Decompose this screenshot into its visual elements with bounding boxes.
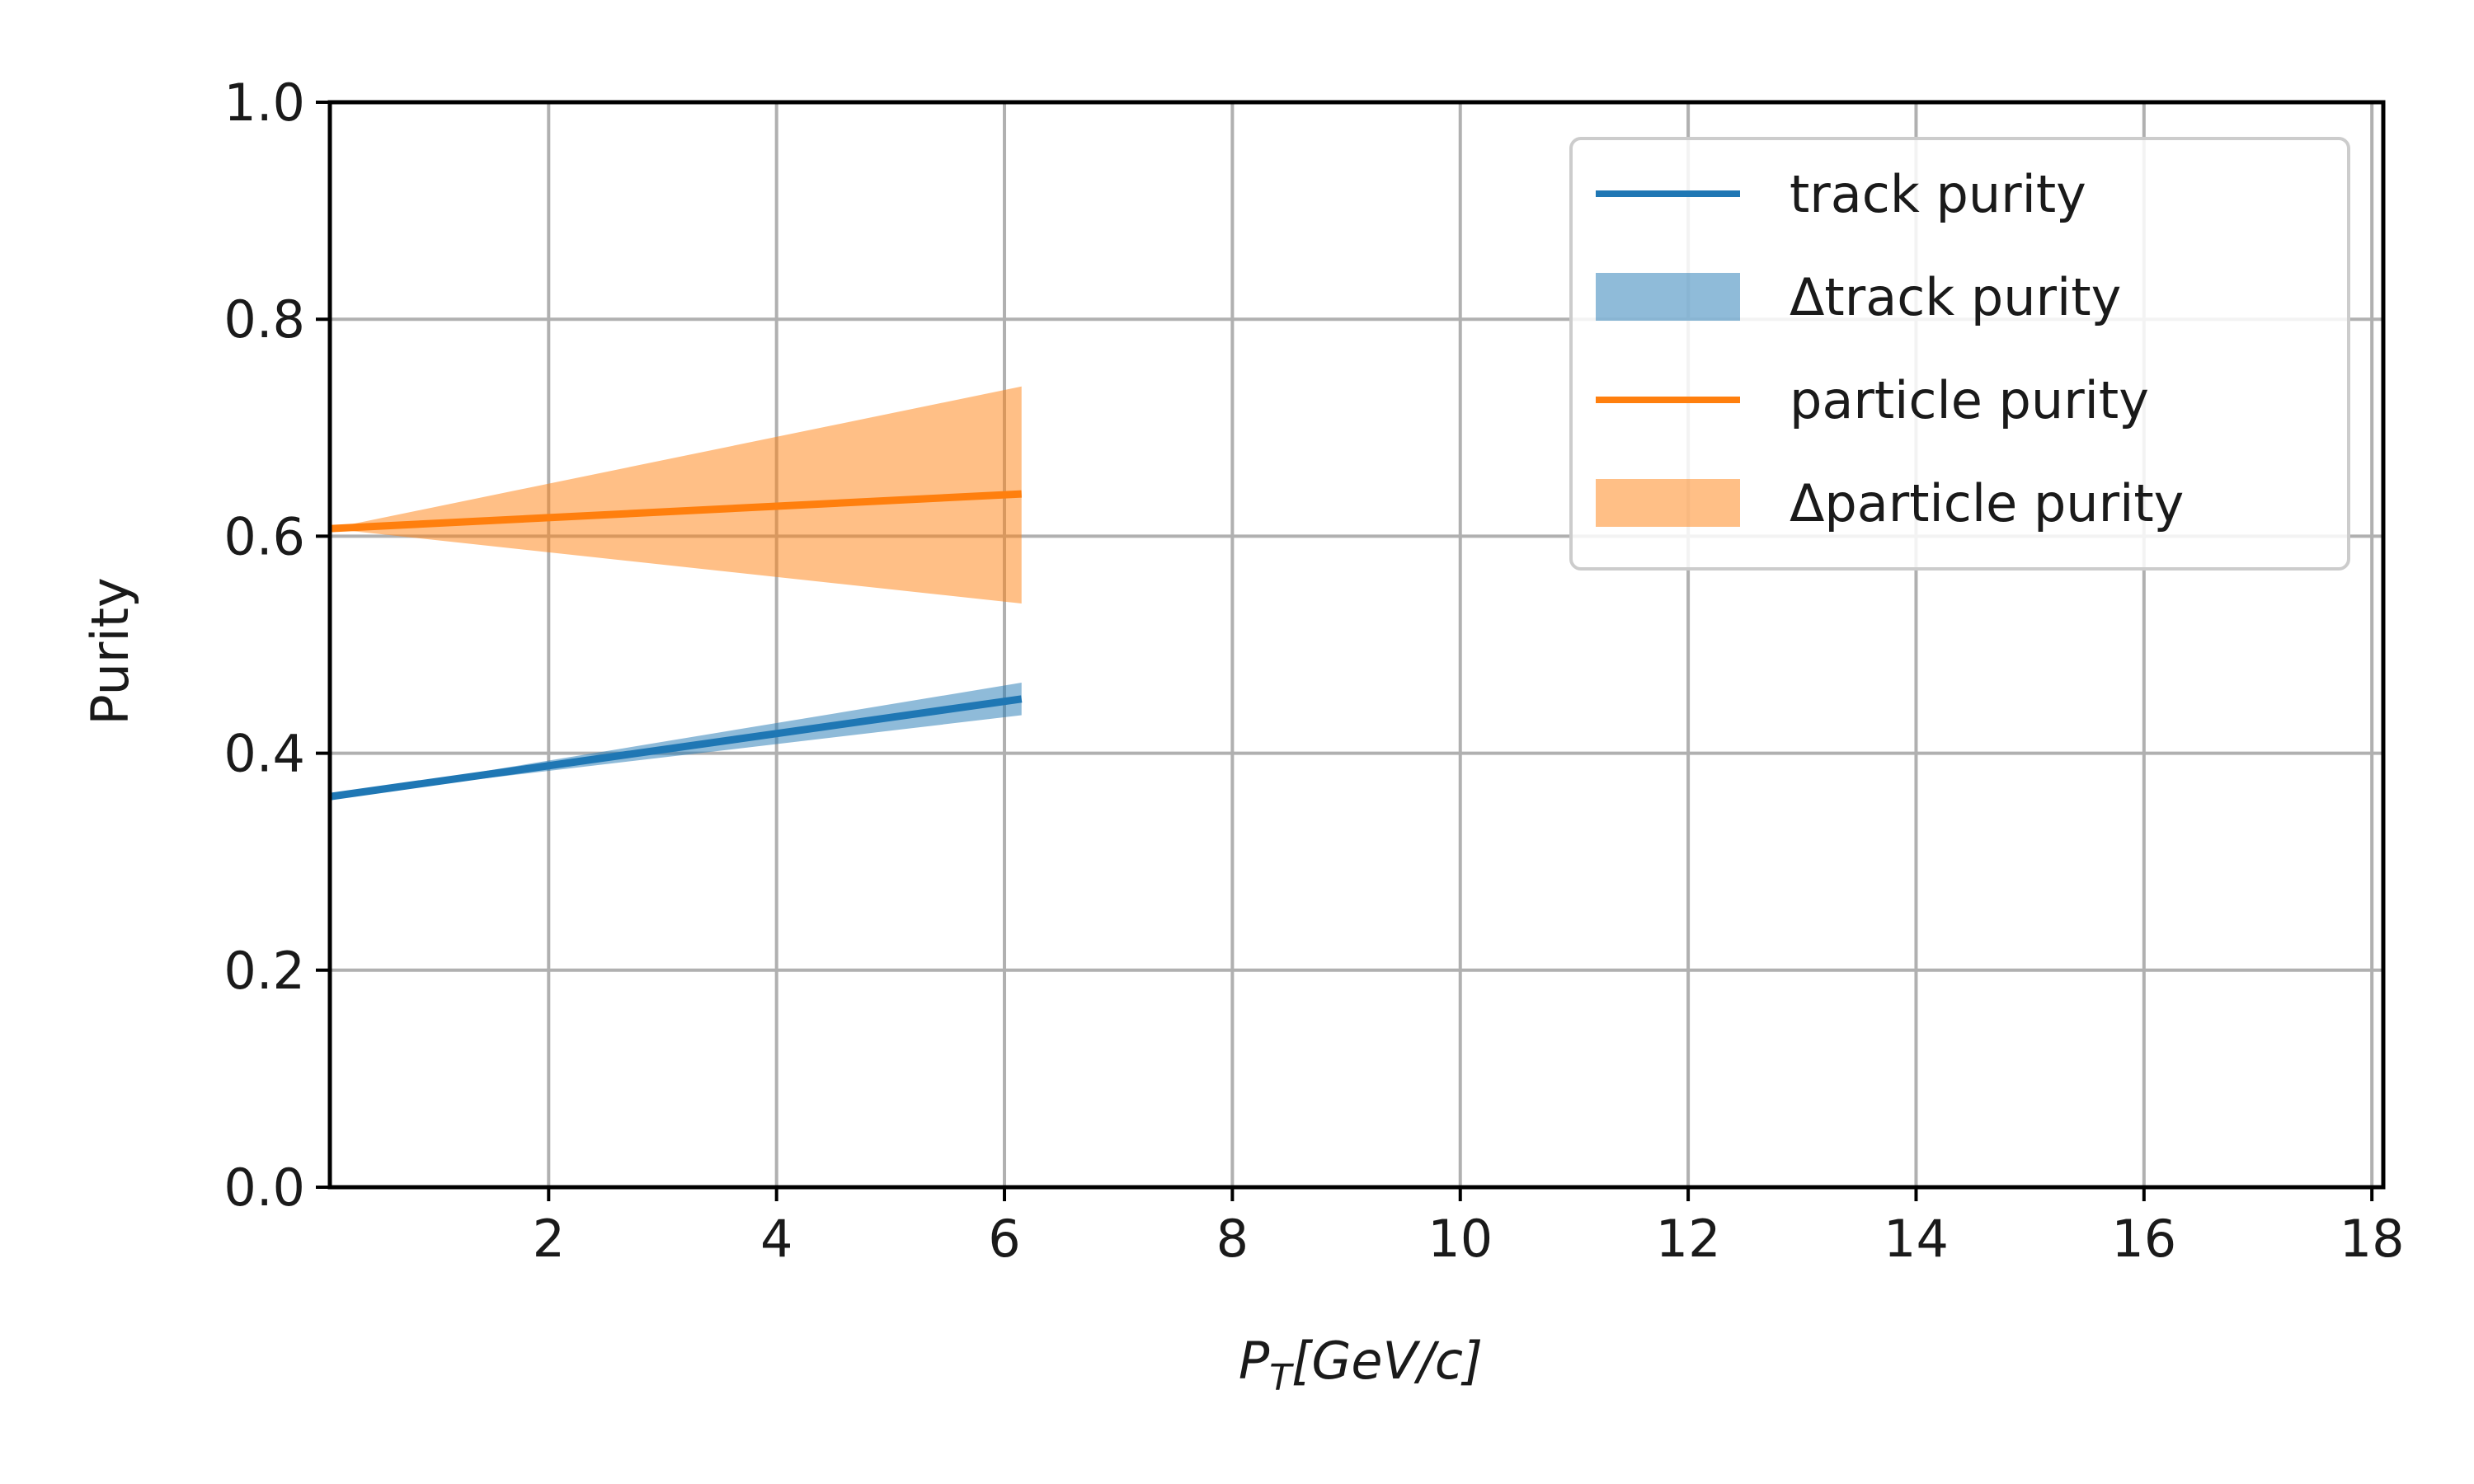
legend-frame [1569, 137, 2350, 571]
x-tick-label: 8 [1216, 1209, 1249, 1269]
x-axis-title-rest: [GeV/c] [1291, 1331, 1483, 1391]
x-axis-title-main: P [1239, 1331, 1270, 1391]
y-tick-label: 0.6 [223, 506, 305, 566]
x-tick-label: 12 [1656, 1209, 1721, 1269]
x-tick-label: 4 [760, 1209, 793, 1269]
y-tick-label: 0.2 [223, 941, 305, 1001]
legend-swatch-band [1596, 273, 1740, 321]
band-Δtrack-purity [330, 683, 1022, 797]
ticks: 2 4 6 8 10 12 14 16 18 0.0 0.2 0.4 0.6 0.8 1.0 [223, 73, 2404, 1269]
x-axis-title-sub: T [1269, 1357, 1294, 1399]
line-track-purity [329, 695, 1023, 801]
y-tick-label: 0.8 [223, 289, 305, 350]
y-tick-label: 0.4 [223, 724, 305, 784]
x-tick-label: 2 [533, 1209, 565, 1269]
y-axis-title: Purity [80, 577, 140, 725]
legend-label: Δparticle purity [1790, 473, 2184, 533]
x-axis-title: PT[GeV/c] [1239, 1331, 1483, 1399]
x-tick-label: 18 [2340, 1209, 2405, 1269]
legend: track purity Δtrack purity particle purity… [1569, 137, 2350, 571]
band-Δparticle-purity [330, 386, 1022, 603]
legend-swatch-band [1596, 479, 1740, 527]
x-tick-label: 14 [1884, 1209, 1949, 1269]
legend-label: particle purity [1790, 370, 2149, 430]
x-tick-label: 6 [988, 1209, 1020, 1269]
axes [327, 100, 2386, 1190]
y-tick-label: 1.0 [223, 73, 305, 133]
y-tick-label: 0.0 [223, 1158, 305, 1218]
series-lines [329, 490, 1023, 801]
x-tick-label: 10 [1427, 1209, 1493, 1269]
line-particle-purity [329, 490, 1022, 533]
legend-label: track purity [1790, 164, 2086, 224]
x-tick-label: 16 [2111, 1209, 2176, 1269]
uncertainty-bands [330, 386, 1022, 797]
legend-label: Δtrack purity [1790, 267, 2121, 327]
plot-frame [327, 100, 2386, 1190]
